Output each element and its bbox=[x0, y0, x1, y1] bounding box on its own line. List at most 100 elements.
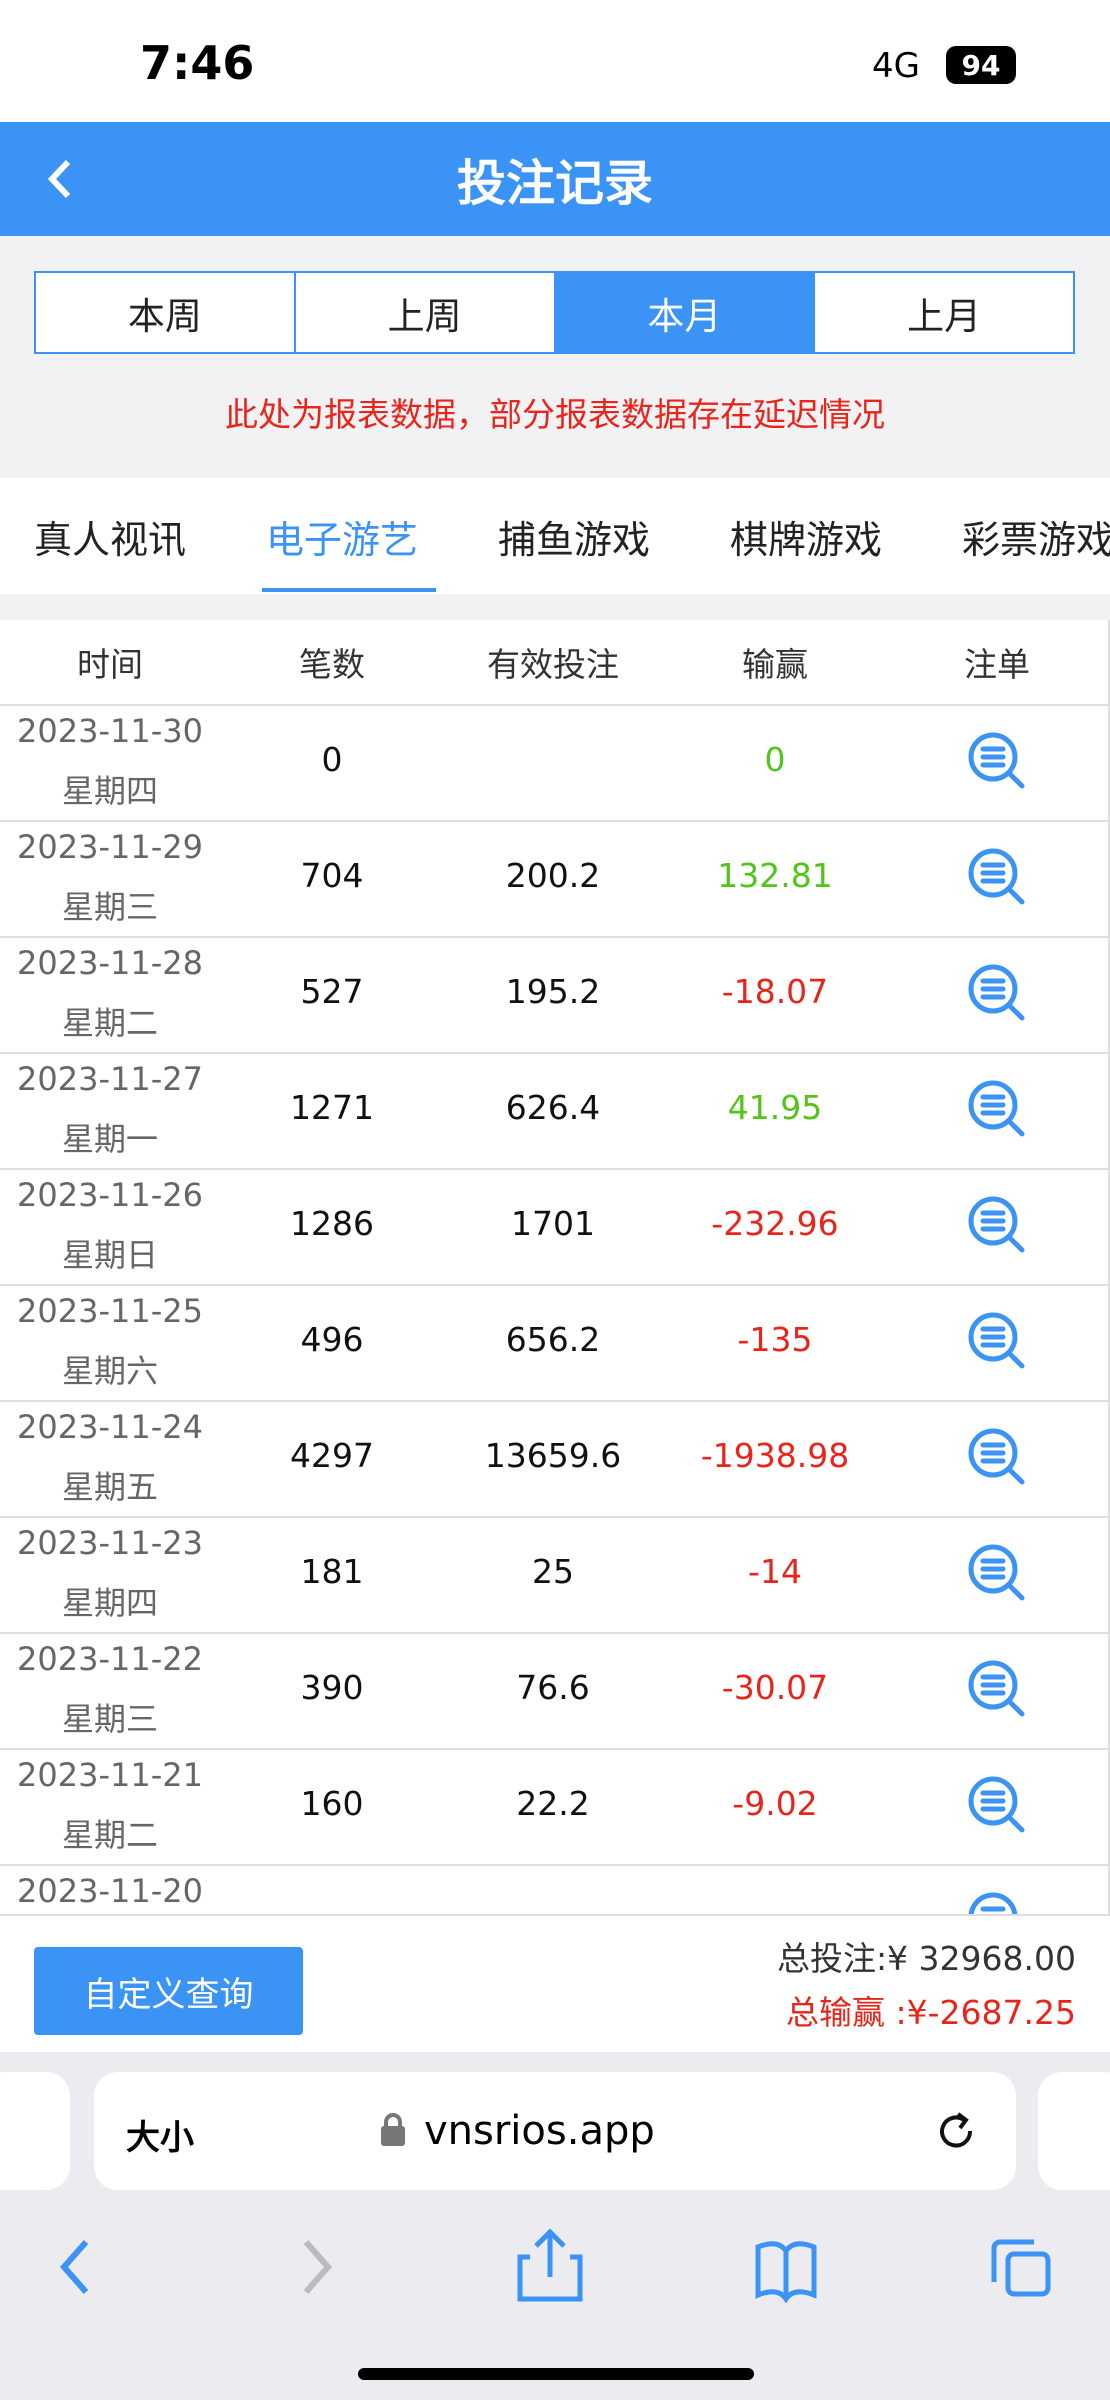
cell: 1271 bbox=[290, 1088, 374, 1127]
cell: 4297 bbox=[290, 1436, 374, 1475]
cell: 527 bbox=[300, 972, 364, 1011]
network: 4G bbox=[872, 46, 920, 86]
date: 2023-11-29 bbox=[17, 828, 203, 866]
category-tab[interactable]: 真人视讯 bbox=[34, 517, 187, 562]
row-divider bbox=[0, 1052, 1108, 1054]
home-indicator bbox=[358, 2368, 754, 2380]
toolbar bbox=[60, 2228, 1051, 2304]
date: 2023-11-28 bbox=[17, 944, 203, 982]
category-tab[interactable]: 捕鱼游戏 bbox=[498, 517, 651, 562]
weekday: 星期一 bbox=[61, 1120, 158, 1158]
total-bet: 总投注:¥ 32968.00 bbox=[776, 1939, 1076, 1978]
row-divider bbox=[0, 1632, 1108, 1634]
cell: 1701 bbox=[511, 1204, 595, 1243]
cell: 13659.6 bbox=[484, 1436, 622, 1475]
win-loss: -9.02 bbox=[732, 1784, 818, 1823]
detail-icon[interactable] bbox=[966, 1194, 1028, 1256]
date: 2023-11-26 bbox=[17, 1176, 203, 1214]
detail-icon[interactable] bbox=[966, 1658, 1028, 1720]
lock-icon bbox=[381, 2113, 405, 2146]
column-header: 输赢 bbox=[742, 645, 808, 684]
win-loss: 0 bbox=[764, 740, 786, 779]
date: 2023-11-21 bbox=[17, 1756, 203, 1794]
category-tab[interactable]: 棋牌游戏 bbox=[730, 517, 883, 562]
cell: 195.2 bbox=[505, 972, 601, 1011]
prev-tab[interactable] bbox=[0, 2072, 70, 2190]
address-bar[interactable]: 大小 vnsrios.app bbox=[94, 2072, 1016, 2190]
detail-icon[interactable] bbox=[966, 1890, 1028, 1914]
cell: 160 bbox=[300, 1784, 364, 1823]
title: 投注记录 bbox=[456, 154, 653, 212]
category-tabs: 真人视讯 电子游艺 捕鱼游戏 棋牌游戏 彩票游戏 bbox=[0, 478, 1110, 594]
date: 2023-11-23 bbox=[17, 1524, 203, 1562]
cell: 181 bbox=[300, 1552, 364, 1591]
cell: 626.4 bbox=[505, 1088, 601, 1127]
weekday: 星期二 bbox=[61, 1816, 158, 1854]
footer: 自定义查询 总投注:¥ 32968.00 总输赢 :¥-2687.25 bbox=[0, 1914, 1110, 2054]
date: 2023-11-30 bbox=[17, 712, 203, 750]
weekday: 星期四 bbox=[61, 1584, 158, 1622]
detail-icon[interactable] bbox=[966, 1426, 1028, 1488]
cell: 200.2 bbox=[505, 856, 601, 895]
share[interactable] bbox=[517, 2228, 583, 2302]
weekday: 星期四 bbox=[61, 772, 158, 810]
win-loss: -30.07 bbox=[721, 1668, 829, 1707]
row-divider bbox=[0, 820, 1108, 822]
time: 7:46 bbox=[140, 36, 255, 90]
weekday: 星期五 bbox=[61, 1468, 158, 1506]
cell: 1286 bbox=[290, 1204, 374, 1243]
weekday: 星期二 bbox=[61, 1004, 158, 1042]
category-tab[interactable]: 电子游艺 bbox=[266, 517, 419, 562]
custom-query-button[interactable]: 自定义查询 bbox=[34, 1947, 303, 2035]
detail-icon[interactable] bbox=[966, 1078, 1028, 1140]
row-divider bbox=[0, 1748, 1108, 1750]
weekday: 星期三 bbox=[61, 888, 158, 926]
text-size[interactable]: 大小 bbox=[126, 2118, 194, 2158]
date: 2023-11-27 bbox=[17, 1060, 203, 1098]
cell: 0 bbox=[321, 740, 343, 779]
row-divider bbox=[0, 1400, 1108, 1402]
period-tab[interactable]: 上月 bbox=[813, 273, 1073, 352]
row-divider bbox=[0, 936, 1108, 938]
cell: 496 bbox=[300, 1320, 364, 1359]
win-loss: 41.95 bbox=[727, 1088, 823, 1127]
bookmarks[interactable] bbox=[755, 2241, 817, 2304]
detail-icon[interactable] bbox=[966, 730, 1028, 792]
detail-icon[interactable] bbox=[966, 1310, 1028, 1372]
detail-icon[interactable] bbox=[966, 1542, 1028, 1604]
win-loss: 132.81 bbox=[717, 856, 833, 895]
row-divider bbox=[0, 1284, 1108, 1286]
win-loss: -135 bbox=[737, 1320, 813, 1359]
period-tab[interactable]: 本月 bbox=[553, 273, 814, 352]
win-loss: -232.96 bbox=[711, 1204, 839, 1243]
win-loss: -18.07 bbox=[721, 972, 829, 1011]
total-win: 总输赢 :¥-2687.25 bbox=[786, 1993, 1076, 2032]
active-underline bbox=[262, 588, 436, 592]
header: 投注记录 bbox=[0, 122, 1110, 236]
tabs[interactable] bbox=[991, 2239, 1051, 2297]
reload[interactable] bbox=[934, 2108, 980, 2154]
forward[interactable] bbox=[303, 2240, 332, 2294]
detail-icon[interactable] bbox=[966, 1774, 1028, 1836]
category-tab[interactable]: 彩票游戏 bbox=[962, 517, 1110, 562]
row-divider bbox=[0, 1516, 1108, 1518]
battery: 94 bbox=[946, 46, 1016, 84]
detail-icon[interactable] bbox=[966, 962, 1028, 1024]
row-divider bbox=[0, 1168, 1108, 1170]
column-header: 笔数 bbox=[299, 645, 365, 684]
back[interactable] bbox=[60, 2240, 89, 2294]
next-tab[interactable] bbox=[1038, 2072, 1110, 2190]
cell: 704 bbox=[300, 856, 364, 895]
column-header: 有效投注 bbox=[487, 645, 619, 684]
weekday: 星期六 bbox=[61, 1352, 158, 1390]
table: 时间 笔数 有效投注 输赢 注单 2023-11-30 星期四 0 0 2023-11-29 星期三… bbox=[0, 620, 1110, 1914]
period-tab[interactable]: 上周 bbox=[293, 273, 554, 352]
back-button[interactable] bbox=[40, 154, 80, 204]
notice: 此处为报表数据，部分报表数据存在延迟情况 bbox=[225, 395, 885, 434]
detail-icon[interactable] bbox=[966, 846, 1028, 908]
period-tab[interactable]: 本周 bbox=[127, 294, 202, 338]
cell: 25 bbox=[532, 1552, 574, 1591]
date: 2023-11-22 bbox=[17, 1640, 203, 1678]
period-tabs: 本周 上周 本月 上月 bbox=[34, 271, 1075, 354]
